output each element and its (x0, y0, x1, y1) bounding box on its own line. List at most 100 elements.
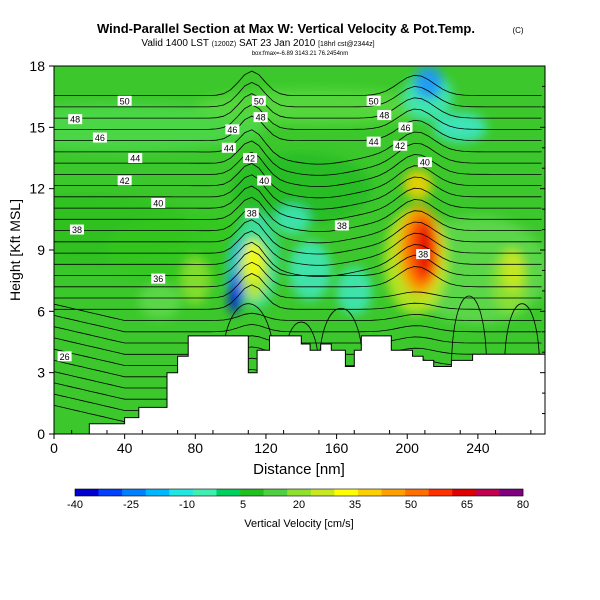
colorbar-tick-label: 5 (240, 499, 246, 511)
svg-text:50: 50 (369, 96, 379, 106)
theta-contour (54, 185, 542, 221)
x-tick-label: 40 (117, 440, 133, 456)
valid-suffix: [18hrl cst@2344z] (318, 41, 375, 48)
svg-text:42: 42 (120, 176, 130, 186)
svg-text:48: 48 (379, 111, 389, 121)
y-tick-label: 9 (37, 242, 45, 258)
valid-line: Valid 1400 LST (1200Z) SAT 23 Jan 2010 [… (141, 38, 374, 49)
velocity-blob (288, 240, 332, 301)
velocity-blob (414, 66, 443, 100)
colorbar-swatch (240, 489, 264, 496)
theta-contour (54, 273, 542, 299)
theta-contour (503, 303, 541, 373)
contour-label: 38 (69, 224, 84, 235)
theta-contour (54, 261, 542, 288)
colorbar-swatch (98, 489, 123, 496)
theta-contour (54, 219, 542, 255)
colorbar-label: Vertical Velocity [cm/s] (244, 518, 353, 530)
colorbar-swatch (192, 489, 217, 496)
colorbar-tick-label: -40 (67, 499, 83, 511)
theta-contour (54, 81, 542, 108)
terrain-mask (54, 335, 545, 434)
theta-contour (54, 70, 542, 96)
svg-text:48: 48 (70, 115, 80, 125)
colorbar-swatch (287, 489, 312, 496)
contour-label: 44 (366, 136, 381, 147)
theta-contour (54, 104, 542, 130)
chart-title: Wind-Parallel Section at Max W: Vertical… (97, 21, 475, 36)
colorbar-swatch (216, 489, 241, 496)
contour-label: 38 (334, 220, 349, 231)
theta-contour (54, 140, 542, 176)
colorbar-tick-label: 35 (349, 499, 361, 511)
svg-text:40: 40 (420, 158, 430, 168)
x-tick-label: 200 (396, 440, 420, 456)
contour-label: 38 (244, 208, 259, 219)
contour-label: 40 (417, 157, 432, 168)
theta-contour (54, 315, 542, 333)
theta-contour (54, 151, 542, 187)
svg-text:48: 48 (256, 113, 266, 123)
velocity-blob (274, 204, 311, 235)
x-tick-label: 160 (325, 440, 349, 456)
colorbar-tick-label: -25 (123, 499, 139, 511)
theta-contour (54, 208, 542, 244)
velocity-blob (138, 283, 182, 320)
y-tick-label: 6 (37, 303, 45, 319)
contour-label: 50 (117, 95, 132, 106)
svg-text:38: 38 (337, 221, 347, 231)
colorbar-tick-label: 65 (461, 499, 473, 511)
velocity-blob (336, 266, 372, 315)
theta-contour (54, 163, 542, 199)
y-axis-label: Height [Kft MSL] (7, 199, 23, 301)
svg-text:46: 46 (95, 133, 105, 143)
colorbar-tick-label: 20 (293, 499, 305, 511)
colorbar-swatch (499, 489, 524, 496)
svg-text:38: 38 (72, 225, 82, 235)
theta-contour (54, 250, 542, 276)
colorbar-swatch (452, 489, 477, 496)
contour-label: 50 (251, 95, 266, 106)
x-axis-label: Distance [nm] (253, 461, 345, 478)
theta-contour (450, 295, 488, 373)
x-tick-label: 120 (254, 440, 278, 456)
svg-text:38: 38 (418, 250, 428, 260)
contour-label: 42 (243, 153, 258, 164)
contour-label: 36 (151, 273, 166, 284)
velocity-blob (403, 169, 432, 200)
colorbar-tick-label: 50 (405, 499, 417, 511)
colorbar-swatch (381, 489, 406, 496)
colorbar-swatch (405, 489, 429, 496)
colorbar-frame (74, 488, 524, 497)
colorbar-tick-label: -10 (179, 499, 195, 511)
velocity-blob (502, 249, 524, 292)
velocity-blob (244, 239, 263, 282)
contour-label: 40 (257, 175, 272, 186)
y-tick-label: 15 (29, 119, 45, 135)
contour-label: 48 (377, 110, 392, 121)
colorbar-swatch (145, 489, 170, 496)
svg-text:36: 36 (153, 274, 163, 284)
x-tick-label: 240 (466, 440, 490, 456)
theta-contour (54, 284, 542, 310)
velocity-blob (181, 256, 210, 305)
svg-text:44: 44 (130, 154, 140, 164)
colorbar-swatch (428, 489, 453, 496)
contour-label: 40 (151, 197, 166, 208)
theta-contour (54, 174, 542, 210)
svg-text:46: 46 (400, 123, 410, 133)
svg-text:42: 42 (395, 141, 405, 151)
svg-text:50: 50 (120, 96, 130, 106)
x-axis: 0 40 80 120 160 200 240 (50, 430, 532, 456)
velocity-blob (230, 152, 372, 225)
valid-date: SAT 23 Jan 2010 (239, 38, 316, 49)
theta-contour (54, 241, 542, 277)
y-tick-label: 0 (37, 426, 45, 442)
subline: box:fmax=-6.89 3143.21 76.2454nm (252, 51, 349, 57)
contour-label: 48 (68, 114, 83, 125)
theta-contour (54, 230, 542, 266)
valid-small: (1200Z) (212, 41, 237, 48)
